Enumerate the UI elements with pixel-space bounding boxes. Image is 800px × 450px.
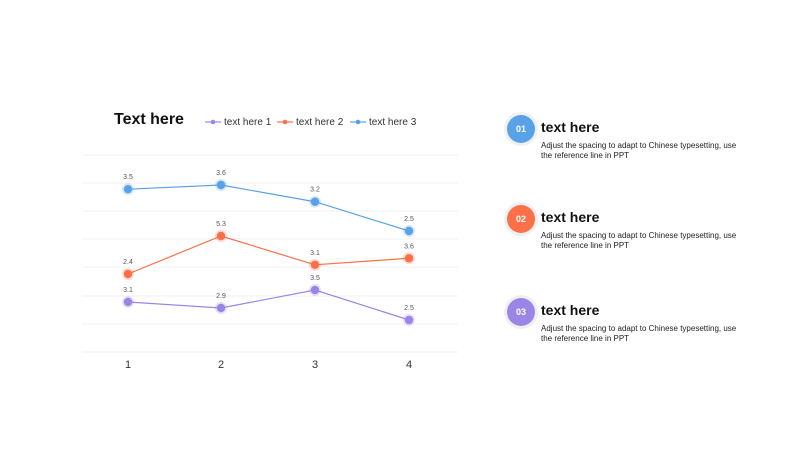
number-badge: 02 [507, 205, 535, 233]
data-point[interactable] [216, 180, 226, 190]
number-badge: 01 [507, 115, 535, 143]
item-title: text here [541, 209, 600, 225]
data-point[interactable] [216, 303, 226, 313]
data-point[interactable] [404, 315, 414, 325]
legend-item-series-1[interactable]: text here 1 [205, 115, 271, 129]
data-label: 5.3 [216, 221, 226, 228]
legend-label: text here 3 [369, 116, 417, 128]
data-point[interactable] [310, 197, 320, 206]
legend-line-icon [350, 119, 366, 125]
series-line-1 [127, 289, 410, 321]
data-label: 2.5 [404, 216, 414, 223]
item-description: Adjust the spacing to adapt to Chinese t… [541, 231, 737, 250]
x-tick-label: 3 [312, 359, 318, 371]
data-label: 2.4 [123, 259, 133, 266]
legend-line-icon [277, 119, 293, 125]
legend-line-icon [205, 119, 221, 125]
data-label: 3.6 [404, 243, 414, 250]
chart-title: Text here [114, 111, 184, 128]
item-title: text here [541, 302, 600, 318]
data-point[interactable] [310, 260, 320, 270]
data-label: 3.6 [216, 170, 226, 177]
legend-item-series-2[interactable]: text here 2 [277, 115, 343, 129]
data-label: 2.9 [216, 293, 226, 300]
data-label: 3.5 [123, 174, 133, 181]
data-label: 3.1 [310, 250, 320, 257]
data-point[interactable] [404, 254, 414, 263]
legend-label: text here 2 [296, 116, 344, 128]
data-point[interactable] [123, 184, 133, 194]
legend-label: text here 1 [224, 116, 272, 128]
item-description: Adjust the spacing to adapt to Chinese t… [541, 141, 737, 160]
x-tick-label: 4 [406, 359, 412, 371]
data-point[interactable] [404, 226, 414, 236]
number-badge: 03 [507, 298, 535, 326]
data-label: 2.5 [404, 305, 414, 312]
line-chart: 1 2 3 4 3.1 2.9 3.5 2.5 2.4 5.3 3.1 3.6 3.5 3.6 3.2 2.5 [82, 154, 458, 371]
legend-item-series-3[interactable]: text here 3 [350, 115, 416, 129]
data-label: 3.1 [123, 287, 133, 294]
data-point[interactable] [216, 231, 226, 241]
data-point[interactable] [310, 285, 320, 295]
data-label: 3.5 [310, 275, 320, 282]
series-line-2 [127, 235, 410, 275]
data-point[interactable] [123, 297, 133, 307]
x-tick-label: 1 [125, 359, 131, 371]
item-description: Adjust the spacing to adapt to Chinese t… [541, 324, 737, 343]
data-point[interactable] [123, 269, 133, 279]
x-tick-label: 2 [218, 359, 224, 371]
data-label: 3.2 [310, 187, 320, 194]
item-title: text here [541, 119, 600, 135]
series-line-3 [127, 184, 410, 232]
